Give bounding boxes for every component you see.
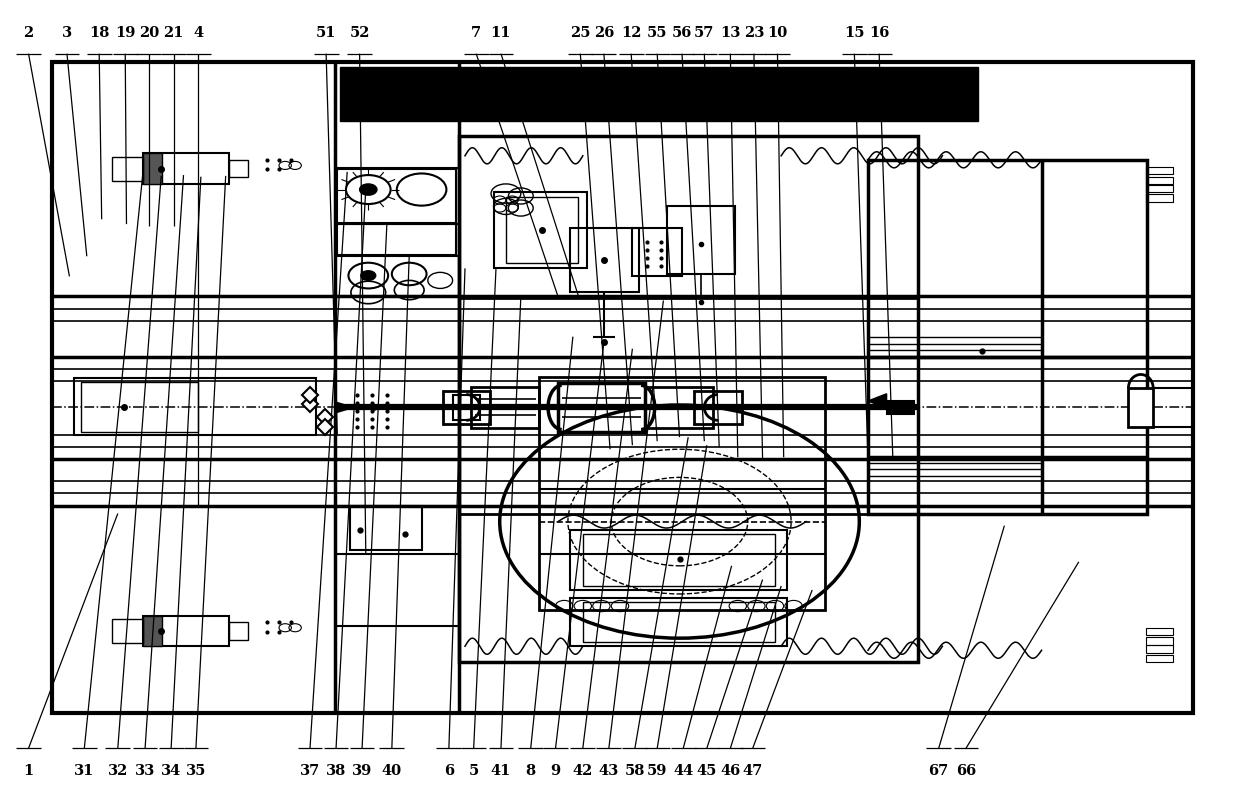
Bar [494,193,587,269]
Bar [1146,646,1173,653]
Bar [570,229,639,293]
Text: 52: 52 [350,26,370,40]
Text: 7: 7 [471,26,481,40]
Text: 42: 42 [573,763,593,777]
Bar [539,377,825,610]
Bar [453,395,480,421]
Bar [506,198,578,263]
Text: 51: 51 [316,26,336,40]
Bar [337,225,456,255]
Text: 46: 46 [720,763,740,777]
Bar [868,161,1147,514]
Text: 9: 9 [551,763,560,777]
Text: 13: 13 [720,26,740,40]
Text: 41: 41 [491,763,511,777]
Text: 3: 3 [62,26,72,40]
Bar [229,622,248,640]
Polygon shape [335,402,353,414]
Polygon shape [868,394,887,409]
Text: 12: 12 [621,26,641,40]
Bar [1146,638,1173,645]
Bar [52,63,1193,713]
Text: 11: 11 [491,26,511,40]
Text: 55: 55 [647,26,667,40]
Bar [443,391,490,425]
Text: 10: 10 [768,26,787,40]
Text: 59: 59 [647,763,667,777]
Text: 58: 58 [625,763,645,777]
Bar [112,157,143,181]
Bar [143,616,229,646]
Text: 43: 43 [599,763,619,777]
Text: 66: 66 [956,763,976,777]
Bar [1146,628,1173,635]
Bar [112,619,143,643]
Bar [81,382,198,432]
Bar [229,161,248,178]
Text: 45: 45 [697,763,717,777]
Bar [337,170,456,223]
Text: 8: 8 [526,763,536,777]
Text: 31: 31 [74,763,94,777]
Circle shape [360,185,377,196]
Text: 44: 44 [673,763,693,777]
Text: 35: 35 [186,763,206,777]
Text: 2: 2 [24,26,33,40]
Bar [1146,195,1173,202]
Bar [1146,168,1173,175]
Bar [583,602,775,642]
Bar [143,616,162,646]
Text: 16: 16 [869,26,889,40]
Text: 57: 57 [694,26,714,40]
Text: 4: 4 [193,26,203,40]
Text: 18: 18 [89,26,109,40]
Bar [667,206,735,275]
Text: 33: 33 [135,763,155,777]
Text: 5: 5 [469,763,479,777]
Bar [570,530,787,590]
Bar [143,154,162,185]
Text: 40: 40 [382,763,402,777]
Bar [632,229,682,277]
Text: 1: 1 [24,763,33,777]
Text: 26: 26 [594,26,614,40]
Text: 21: 21 [164,26,184,40]
Bar [1146,655,1173,662]
Text: 32: 32 [108,763,128,777]
Bar [558,384,645,432]
Bar [645,387,713,429]
Text: 23: 23 [744,26,764,40]
Bar [471,387,539,429]
Text: 15: 15 [844,26,864,40]
Text: 6: 6 [444,763,454,777]
Bar [1128,389,1153,427]
Bar [1146,177,1173,185]
Bar [459,137,918,662]
Text: 37: 37 [300,763,320,777]
Bar [1146,185,1173,193]
Bar [887,402,914,414]
Bar [74,379,316,435]
Text: 67: 67 [929,763,949,777]
Text: 20: 20 [139,26,159,40]
Text: 34: 34 [161,763,181,777]
Text: 39: 39 [352,763,372,777]
Bar [340,67,978,122]
Text: 25: 25 [570,26,590,40]
Bar [570,598,787,646]
Text: 56: 56 [672,26,692,40]
Text: 38: 38 [326,763,346,777]
Bar [350,506,422,550]
Text: 47: 47 [743,763,763,777]
Text: 19: 19 [115,26,135,40]
Circle shape [361,271,376,281]
Bar [583,534,775,586]
Bar [694,391,742,425]
Bar [143,154,229,185]
